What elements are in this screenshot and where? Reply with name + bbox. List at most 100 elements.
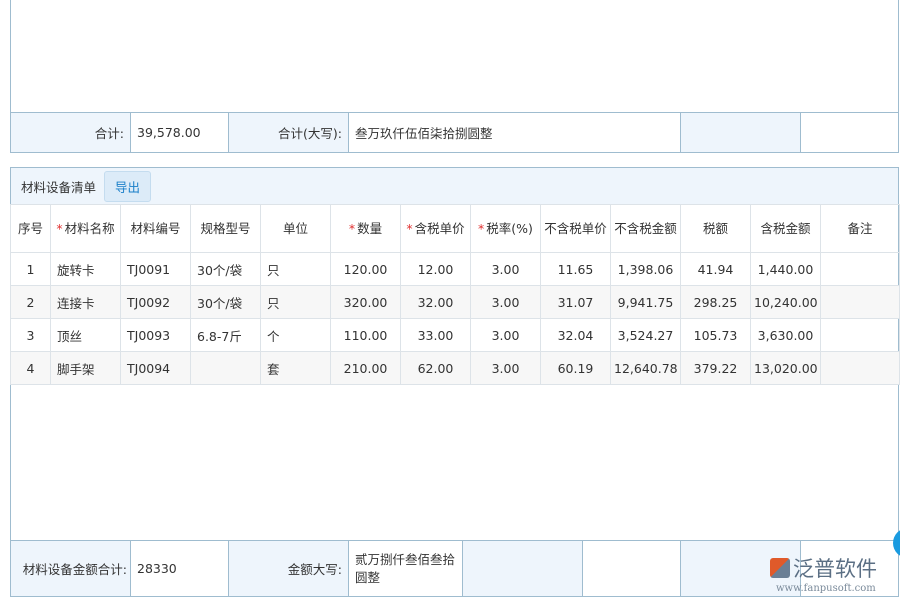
- table-cell[interactable]: [190, 351, 261, 385]
- table-cell[interactable]: 298.25: [680, 285, 751, 319]
- table-cell[interactable]: 套: [260, 351, 331, 385]
- column-header-label: 税率(%): [486, 220, 533, 236]
- column-header-label: 数量: [357, 220, 383, 236]
- table-row[interactable]: 1 旋转卡 TJ0091 30个/袋只 120.00 12.00 3.00 11.65 1,39…: [10, 252, 900, 286]
- table-cell[interactable]: 62.00: [400, 351, 471, 385]
- column-header: 不含税金额: [610, 204, 681, 253]
- side-float-button[interactable]: [893, 528, 900, 558]
- top-panel: [10, 0, 899, 113]
- table-row[interactable]: 4 脚手架 TJ0094 套 210.00 62.00 3.00 60.19 12,640.78…: [10, 351, 900, 385]
- table-cell[interactable]: 3.00: [470, 351, 541, 385]
- table-cell[interactable]: 3: [10, 318, 51, 352]
- footer-row: 材料设备金额合计: 28330 金额大写: 贰万捌仟叁佰叁拾圆整: [10, 540, 899, 597]
- table-cell[interactable]: 连接卡: [50, 285, 121, 319]
- table-cell[interactable]: 3.00: [470, 252, 541, 286]
- table-cell[interactable]: TJ0092: [120, 285, 191, 319]
- column-header: * 材料名称: [50, 204, 121, 253]
- export-button[interactable]: 导出: [104, 170, 152, 202]
- total-upper-value[interactable]: 叁万玖仟伍佰柒拾捌圆整: [349, 113, 681, 152]
- table-cell[interactable]: 个: [260, 318, 331, 352]
- required-marker: *: [478, 220, 485, 236]
- column-header: 税额: [680, 204, 751, 253]
- table-cell[interactable]: 33.00: [400, 318, 471, 352]
- table-cell[interactable]: 12.00: [400, 252, 471, 286]
- total-value[interactable]: 39,578.00: [131, 113, 229, 152]
- table-cell[interactable]: 379.22: [680, 351, 751, 385]
- table-cell[interactable]: 10,240.00: [750, 285, 821, 319]
- table-cell[interactable]: 1,398.06: [610, 252, 681, 286]
- table-cell[interactable]: 只: [260, 285, 331, 319]
- table-cell[interactable]: 1,440.00: [750, 252, 821, 286]
- table-cell[interactable]: 30个/袋: [190, 285, 261, 319]
- table-cell[interactable]: [820, 351, 900, 385]
- footer-empty-value: [583, 541, 681, 596]
- table-cell[interactable]: 只: [260, 252, 331, 286]
- material-table: 序号 * 材料名称 材料编号 规格型号 单位 * 数量 * 含税单价 * 税率(%) 不含税单价 不含税金…: [10, 204, 900, 385]
- table-cell[interactable]: 320.00: [330, 285, 401, 319]
- table-cell[interactable]: [820, 285, 900, 319]
- table-cell[interactable]: 1: [10, 252, 51, 286]
- table-cell[interactable]: 32.00: [400, 285, 471, 319]
- table-cell[interactable]: 105.73: [680, 318, 751, 352]
- table-cell[interactable]: 210.00: [330, 351, 401, 385]
- logo-icon: [770, 558, 790, 578]
- table-cell[interactable]: 41.94: [680, 252, 751, 286]
- material-panel: 材料设备清单 导出: [10, 167, 899, 541]
- summary-row: 合计: 39,578.00 合计(大写): 叁万玖仟伍佰柒拾捌圆整: [10, 112, 899, 153]
- column-header: 单位: [260, 204, 331, 253]
- column-header: * 含税单价: [400, 204, 471, 253]
- table-cell[interactable]: 31.07: [540, 285, 611, 319]
- total-label: 合计:: [11, 113, 131, 152]
- column-header-label: 序号: [17, 220, 43, 236]
- column-header-label: 材料名称: [64, 220, 115, 236]
- logo-url: www.fanpusoft.com: [776, 583, 876, 594]
- column-header: 不含税单价: [540, 204, 611, 253]
- table-cell[interactable]: 110.00: [330, 318, 401, 352]
- table-cell[interactable]: 3,524.27: [610, 318, 681, 352]
- table-cell[interactable]: 4: [10, 351, 51, 385]
- table-cell[interactable]: [820, 318, 900, 352]
- table-row[interactable]: 3 顶丝 TJ0093 6.8-7斤个 110.00 33.00 3.00 32.04 3,52…: [10, 318, 900, 352]
- table-cell[interactable]: 13,020.00: [750, 351, 821, 385]
- footer-empty-label: [463, 541, 583, 596]
- logo-text: 泛普软件: [793, 557, 877, 581]
- table-cell[interactable]: [820, 252, 900, 286]
- summary-empty-value: [801, 113, 899, 152]
- table-cell[interactable]: 120.00: [330, 252, 401, 286]
- column-header-label: 含税金额: [760, 220, 811, 236]
- table-cell[interactable]: 30个/袋: [190, 252, 261, 286]
- required-marker: *: [406, 220, 413, 236]
- table-cell[interactable]: 脚手架: [50, 351, 121, 385]
- table-cell[interactable]: 11.65: [540, 252, 611, 286]
- table-row[interactable]: 2 连接卡 TJ0092 30个/袋只 320.00 32.00 3.00 31.07 9,94…: [10, 285, 900, 319]
- column-header-label: 税额: [702, 220, 728, 236]
- table-cell[interactable]: 旋转卡: [50, 252, 121, 286]
- column-header-label: 备注: [847, 220, 873, 236]
- amount-value[interactable]: 28330: [131, 541, 229, 596]
- table-cell[interactable]: TJ0094: [120, 351, 191, 385]
- table-cell[interactable]: 12,640.78: [610, 351, 681, 385]
- column-header: * 数量: [330, 204, 401, 253]
- column-header-label: 不含税单价: [544, 220, 607, 236]
- table-cell[interactable]: 60.19: [540, 351, 611, 385]
- column-header: 序号: [10, 204, 51, 253]
- table-cell[interactable]: 6.8-7斤: [190, 318, 261, 352]
- upper-value[interactable]: 贰万捌仟叁佰叁拾圆整: [349, 541, 463, 596]
- column-header: 材料编号: [120, 204, 191, 253]
- table-cell[interactable]: TJ0093: [120, 318, 191, 352]
- column-header: * 税率(%): [470, 204, 541, 253]
- logo: 泛普软件 www.fanpusoft.com: [770, 553, 877, 594]
- table-cell[interactable]: 9,941.75: [610, 285, 681, 319]
- summary-empty-label: [681, 113, 801, 152]
- table-cell[interactable]: 3,630.00: [750, 318, 821, 352]
- column-header-label: 材料编号: [130, 220, 181, 236]
- table-cell[interactable]: TJ0091: [120, 252, 191, 286]
- table-cell[interactable]: 3.00: [470, 285, 541, 319]
- table-cell[interactable]: 顶丝: [50, 318, 121, 352]
- table-cell[interactable]: 3.00: [470, 318, 541, 352]
- column-header: 含税金额: [750, 204, 821, 253]
- table-cell[interactable]: 32.04: [540, 318, 611, 352]
- required-marker: *: [348, 220, 356, 236]
- column-header: 规格型号: [190, 204, 261, 253]
- table-cell[interactable]: 2: [10, 285, 51, 319]
